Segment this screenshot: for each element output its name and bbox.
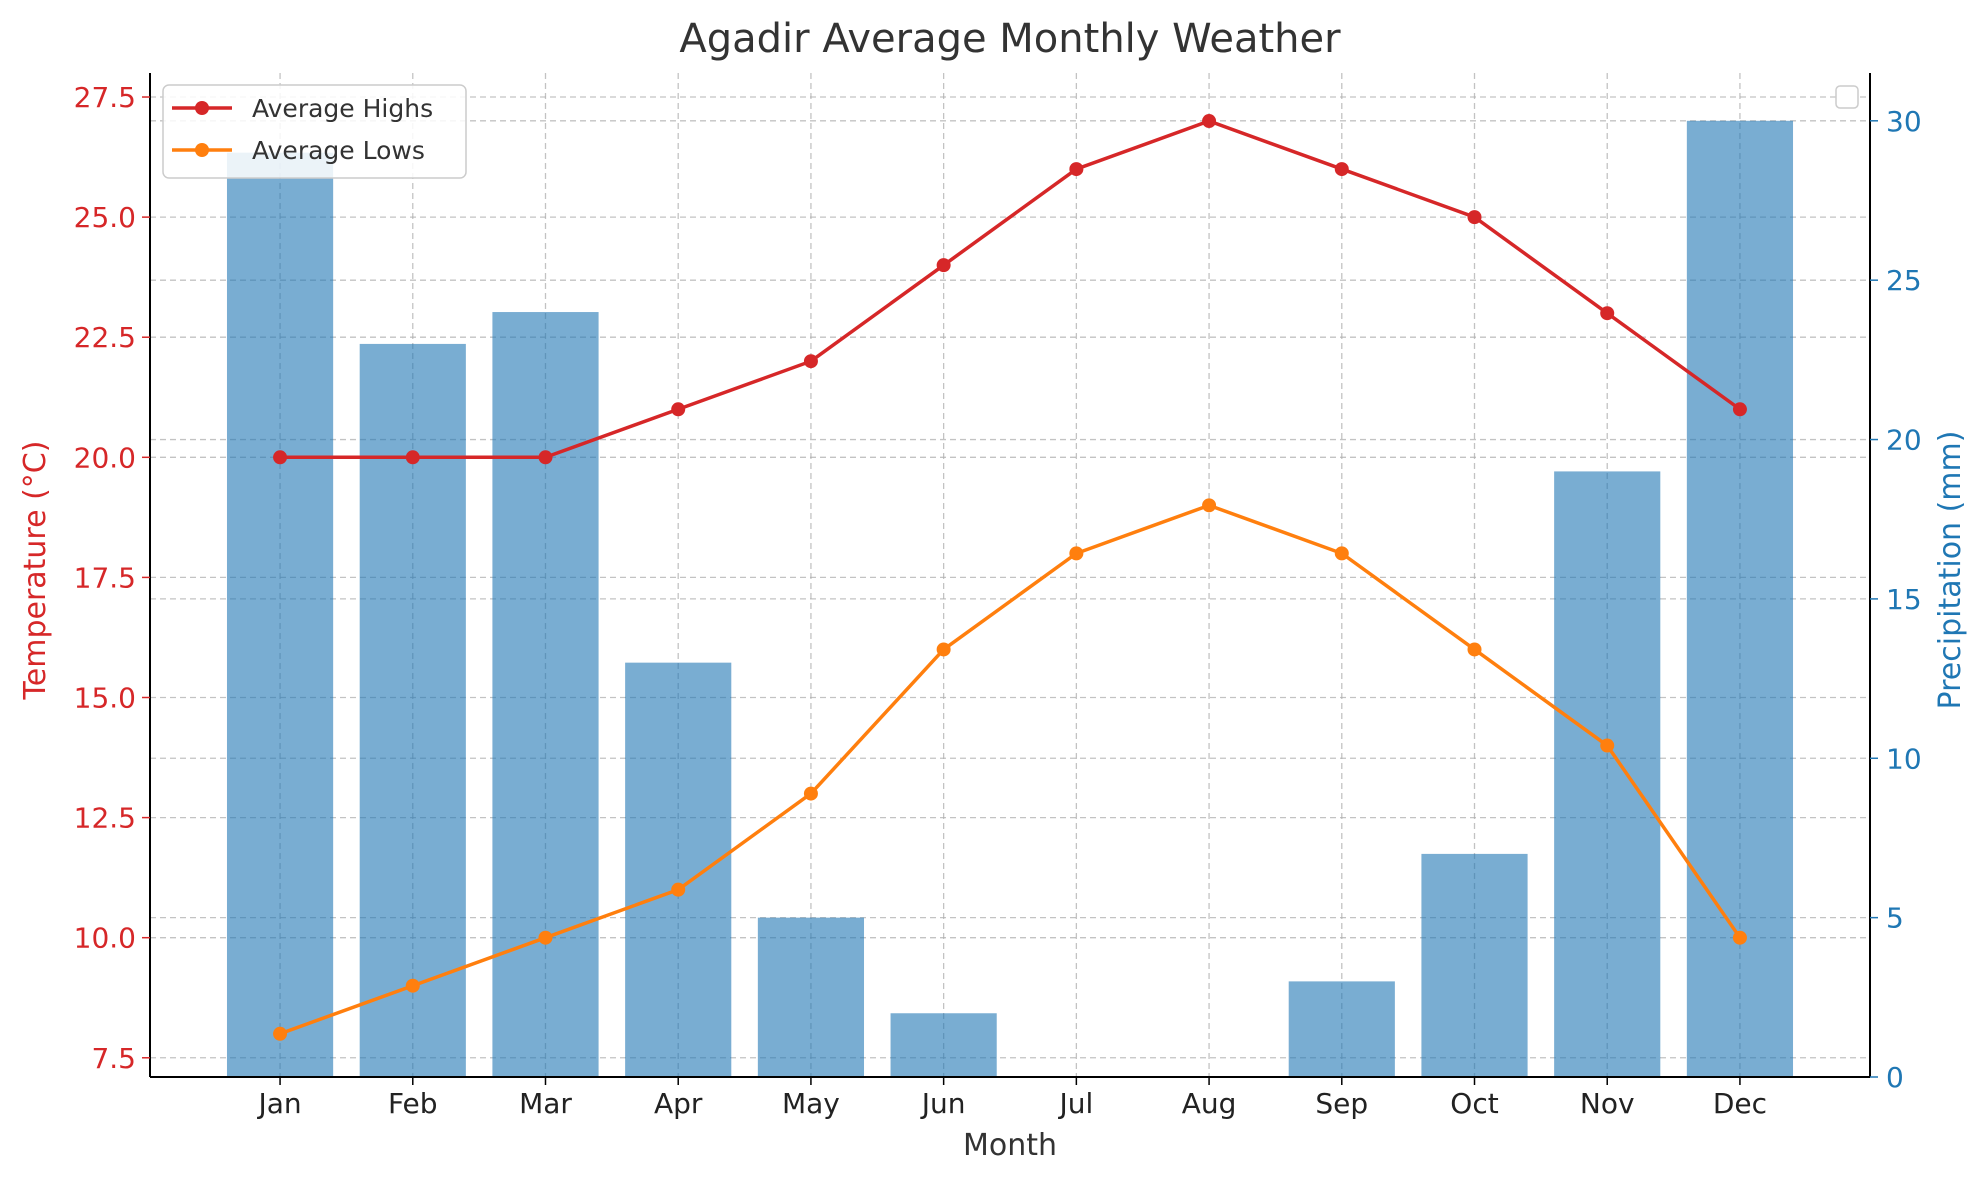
- series-point-0: [1600, 306, 1615, 321]
- left-tick-label: 20.0: [74, 441, 136, 474]
- precipitation-bar: [757, 917, 865, 1077]
- left-tick-label: 17.5: [74, 561, 136, 594]
- precipitation-bar: [1421, 853, 1528, 1077]
- series-point-1: [1600, 738, 1615, 753]
- precipitation-bar: [492, 312, 599, 1077]
- x-tick-label: Dec: [1713, 1087, 1767, 1120]
- series-point-0: [1069, 162, 1084, 177]
- right-tick-label: 30: [1886, 105, 1922, 138]
- series-point-0: [273, 450, 288, 465]
- precipitation-bar: [1554, 471, 1661, 1077]
- legend-label-0: Average Highs: [252, 94, 433, 123]
- left-axis-label: Temperature (°C): [18, 441, 53, 701]
- left-tick-label: 12.5: [74, 802, 136, 835]
- x-tick-label: May: [782, 1087, 840, 1120]
- series-line-1: [279, 503, 1742, 1036]
- series-point-0: [1334, 162, 1349, 177]
- left-tick-label: 15.0: [74, 681, 136, 714]
- precipitation-bar: [226, 152, 334, 1077]
- x-tick-label: Sep: [1315, 1087, 1368, 1120]
- left-axis-ticks: 7.5 10.0 12.5 15.0 17.5 20.0 22.5 25.0 27.5: [74, 81, 150, 1075]
- x-axis-ticks: Jan Feb Mar Apr May Jun Jul Aug Sep Oct Nov Dec: [256, 1077, 1767, 1120]
- right-tick-label: 10: [1886, 742, 1922, 775]
- right-axis-label: Precipitation (mm): [1933, 431, 1968, 710]
- right-axis-ticks: 0 5 10 15 20 25 30: [1870, 105, 1922, 1094]
- series-point-1: [803, 786, 818, 801]
- precipitation-bar: [1686, 120, 1794, 1078]
- series-point-0: [1732, 402, 1747, 417]
- precipitation-bar: [1288, 981, 1395, 1077]
- x-axis-label: Month: [963, 1128, 1057, 1163]
- legend-marker-0: [195, 101, 209, 115]
- series-point-1: [1467, 642, 1482, 657]
- series-point-1: [405, 978, 420, 993]
- left-tick-label: 7.5: [91, 1042, 136, 1075]
- legend-label-1: Average Lows: [252, 136, 425, 165]
- right-tick-label: 5: [1886, 902, 1904, 935]
- x-tick-label: Nov: [1580, 1087, 1635, 1120]
- x-tick-label: Jun: [920, 1087, 966, 1120]
- series-point-1: [1732, 930, 1747, 945]
- series-point-0: [803, 354, 818, 369]
- x-tick-label: Jul: [1057, 1087, 1093, 1120]
- precipitation-bar: [890, 1013, 997, 1077]
- series-point-1: [1334, 546, 1349, 561]
- series-point-1: [538, 930, 553, 945]
- series-point-0: [405, 450, 420, 465]
- x-tick-label: Mar: [519, 1087, 572, 1120]
- chart-title: Agadir Average Monthly Weather: [679, 16, 1341, 62]
- axes: [149, 73, 1871, 1078]
- left-tick-label: 10.0: [74, 922, 136, 955]
- series-point-1: [1202, 498, 1217, 513]
- series-point-0: [538, 450, 553, 465]
- series-point-1: [936, 642, 951, 657]
- legend: Average Highs Average Lows: [162, 84, 467, 179]
- x-tick-label: Apr: [654, 1087, 703, 1120]
- right-tick-label: 15: [1886, 583, 1922, 616]
- x-tick-label: Feb: [388, 1087, 438, 1120]
- precipitation-bars: [226, 120, 1794, 1078]
- precipitation-bar: [359, 343, 466, 1077]
- series-point-0: [671, 402, 686, 417]
- left-tick-label: 25.0: [74, 201, 136, 234]
- legend-box: [162, 84, 467, 179]
- right-tick-label: 0: [1886, 1061, 1904, 1094]
- bar-legend-box: [1835, 85, 1859, 109]
- left-tick-label: 22.5: [74, 321, 136, 354]
- left-tick-label: 27.5: [74, 81, 136, 114]
- x-tick-label: Aug: [1182, 1087, 1237, 1120]
- temperature-lines: [273, 114, 1747, 1041]
- series-point-0: [1467, 210, 1482, 225]
- series-line-0: [280, 119, 1741, 460]
- series-point-0: [936, 258, 951, 273]
- x-tick-label: Oct: [1450, 1087, 1498, 1120]
- series-point-1: [273, 1026, 288, 1041]
- right-tick-label: 25: [1886, 264, 1922, 297]
- right-tick-label: 20: [1886, 424, 1922, 457]
- series-point-0: [1202, 114, 1217, 129]
- x-tick-label: Jan: [256, 1087, 301, 1120]
- legend-marker-1: [195, 143, 209, 157]
- series-point-1: [1069, 546, 1084, 561]
- precipitation-bar: [625, 662, 732, 1077]
- series-point-1: [671, 882, 686, 897]
